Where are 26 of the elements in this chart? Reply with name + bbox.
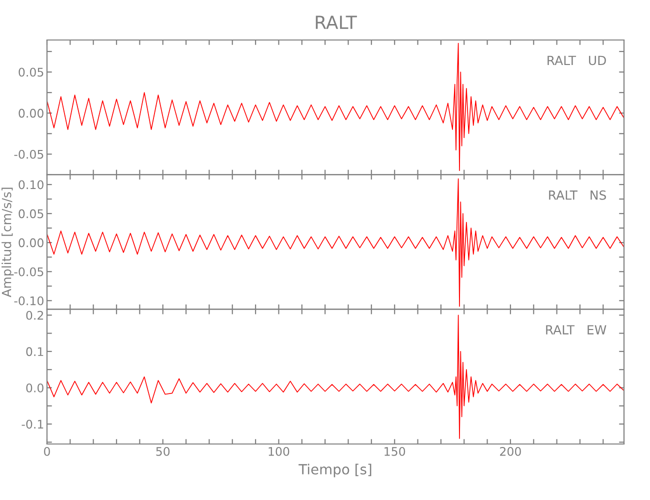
y-tick-label: -0.10 — [14, 296, 44, 306]
y-tick-label: -0.1 — [22, 420, 44, 429]
chart-title: RALT — [316, 16, 357, 29]
y-tick-label: 0.1 — [26, 347, 44, 356]
y-tick-label: 0.00 — [18, 238, 44, 248]
y-tick-label: 0.2 — [26, 310, 44, 320]
x-axis-title: Tiempo [s] — [298, 464, 372, 478]
y-tick-label: 0.05 — [18, 68, 44, 77]
line-series — [46, 42, 624, 171]
line-series — [46, 314, 624, 439]
x-tick-label: 100 — [268, 446, 290, 456]
x-tick-label: 0 — [44, 446, 50, 456]
x-tick-label: 50 — [156, 446, 170, 456]
y-tick-label: 0.00 — [18, 108, 44, 118]
y-tick-label: 0.10 — [18, 180, 44, 190]
y-tick-label: 0.05 — [18, 209, 44, 218]
annotation: RALT EW — [546, 325, 606, 334]
annotation: RALT NS — [549, 190, 606, 200]
x-tick-label: 200 — [500, 446, 521, 456]
y-tick-label: -0.05 — [14, 267, 44, 276]
y-tick-label: -0.05 — [14, 150, 44, 159]
annotation: RALT UD — [548, 56, 606, 66]
y-tick-label: 0.0 — [26, 383, 44, 392]
x-tick-label: 150 — [384, 446, 406, 456]
y-axis-title: Amplitud [cm/s/s] — [2, 188, 14, 298]
line-series — [46, 178, 624, 307]
